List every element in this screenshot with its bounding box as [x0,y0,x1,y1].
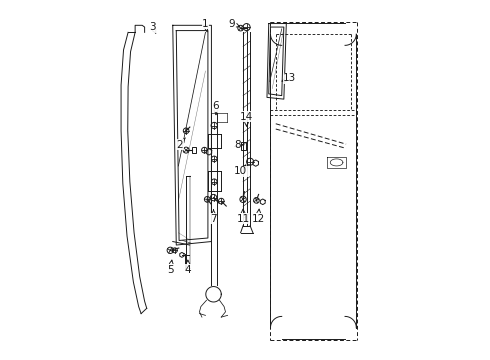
Text: 4: 4 [185,260,191,275]
Text: 6: 6 [213,101,220,114]
Text: 1: 1 [202,19,209,32]
Bar [241,143,246,150]
Text: 5: 5 [167,260,173,275]
Text: 13: 13 [282,73,296,83]
Text: 9: 9 [228,19,240,28]
Text: 8: 8 [234,140,244,150]
Text: 2: 2 [176,138,185,150]
Text: 10: 10 [234,165,247,176]
Text: 7: 7 [210,210,217,224]
Text: 12: 12 [251,209,265,224]
Bar [192,147,196,153]
Text: 3: 3 [149,22,156,33]
Text: 14: 14 [240,112,253,126]
Text: 11: 11 [237,209,250,224]
